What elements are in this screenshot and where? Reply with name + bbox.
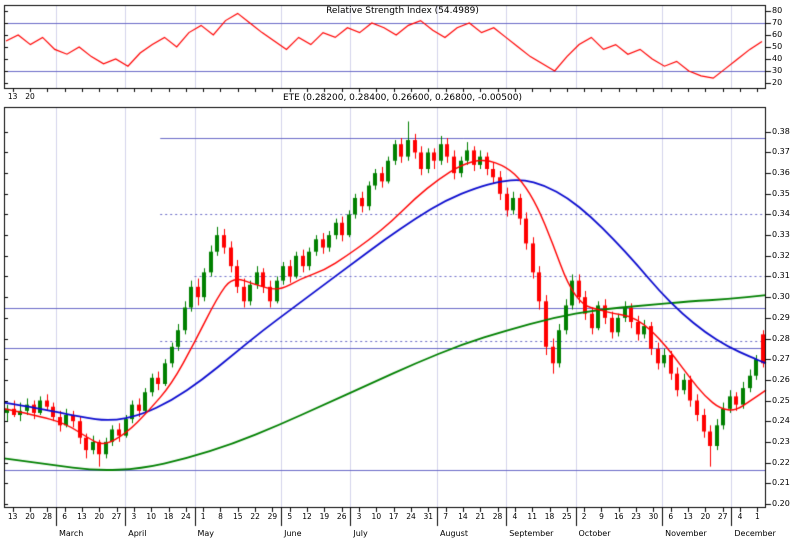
chart-window: Relative Strength Index (54.4989) ETE (0… xyxy=(0,0,805,546)
chart-canvas xyxy=(0,0,805,546)
